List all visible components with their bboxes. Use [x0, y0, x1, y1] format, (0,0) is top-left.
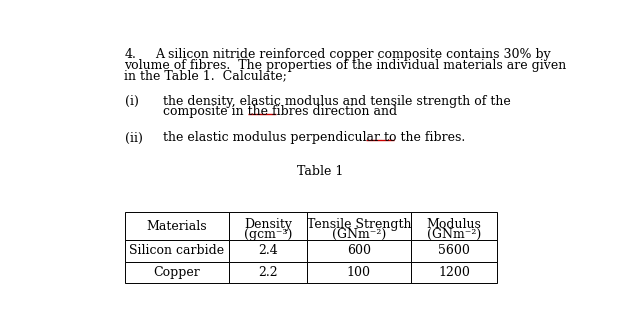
Text: (GNm⁻²): (GNm⁻²) — [332, 228, 386, 241]
Text: in the Table 1.  Calculate;: in the Table 1. Calculate; — [125, 69, 288, 82]
Text: Silicon carbide: Silicon carbide — [129, 244, 225, 257]
Text: composite in the fibres direction and: composite in the fibres direction and — [163, 106, 397, 119]
Text: 2.2: 2.2 — [258, 266, 278, 279]
Text: Tensile Strength: Tensile Strength — [306, 218, 411, 231]
Text: Table 1: Table 1 — [296, 165, 343, 178]
Text: 2.4: 2.4 — [258, 244, 278, 257]
Text: Density: Density — [244, 218, 292, 231]
Text: (i): (i) — [125, 95, 139, 108]
Text: 5600: 5600 — [438, 244, 470, 257]
Text: the elastic modulus perpendicular to the fibres.: the elastic modulus perpendicular to the… — [163, 131, 466, 144]
Bar — [306, 240, 411, 262]
Text: Materials: Materials — [147, 220, 207, 233]
Bar — [229, 262, 306, 283]
Text: Modulus: Modulus — [426, 218, 481, 231]
Bar — [411, 240, 497, 262]
Text: volume of fibres.  The properties of the individual materials are given: volume of fibres. The properties of the … — [125, 59, 567, 72]
Text: 600: 600 — [347, 244, 371, 257]
Text: Copper: Copper — [154, 266, 200, 279]
Text: (GNm⁻²): (GNm⁻²) — [427, 228, 481, 241]
Text: the density, elastic modulus and tensile strength of the: the density, elastic modulus and tensile… — [163, 95, 511, 108]
Bar — [306, 212, 411, 240]
Text: (ii): (ii) — [125, 131, 142, 144]
Text: 4.: 4. — [125, 48, 137, 61]
Text: A silicon nitride reinforced copper composite contains 30% by: A silicon nitride reinforced copper comp… — [155, 48, 551, 61]
Bar — [411, 262, 497, 283]
Bar — [229, 240, 306, 262]
Text: 100: 100 — [347, 266, 371, 279]
Bar — [306, 262, 411, 283]
Text: 1200: 1200 — [438, 266, 470, 279]
Bar — [229, 212, 306, 240]
Text: (gcm⁻³): (gcm⁻³) — [244, 228, 292, 241]
Bar — [125, 212, 229, 240]
Bar — [125, 262, 229, 283]
Bar — [125, 240, 229, 262]
Bar — [411, 212, 497, 240]
